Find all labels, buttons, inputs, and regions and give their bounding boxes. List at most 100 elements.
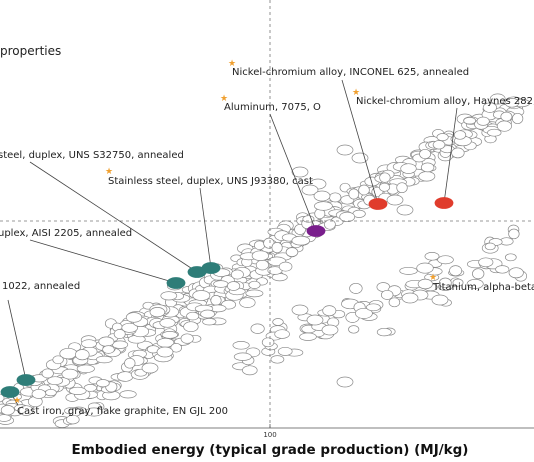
- background-bubble: [418, 171, 436, 182]
- background-bubble: [500, 111, 513, 122]
- background-bubble: [272, 318, 284, 326]
- background-bubble: [119, 390, 137, 399]
- background-bubble: [186, 311, 200, 321]
- background-bubble: [41, 368, 54, 379]
- background-bubble: [113, 329, 126, 339]
- chart-title: properties: [0, 44, 61, 58]
- background-bubble: [420, 162, 435, 173]
- background-bubble: [399, 266, 418, 275]
- point-label: Cast iron, gray, flake graphite, EN GJL …: [17, 406, 228, 417]
- background-bubble: [248, 280, 261, 289]
- background-bubble: [451, 147, 465, 159]
- background-bubble: [61, 368, 79, 380]
- background-bubble: [261, 337, 275, 348]
- highlight-point[interactable]: [306, 225, 326, 237]
- point-label: steel, duplex, UNS S32750, annealed: [0, 150, 184, 161]
- background-bubble: [302, 215, 315, 223]
- background-bubble: [192, 290, 211, 301]
- point-label: Stainless steel, duplex, UNS J93380, cas…: [108, 176, 313, 187]
- background-bubble: [271, 242, 283, 254]
- x-tick-100: 100: [263, 431, 276, 439]
- background-bubble: [277, 346, 293, 356]
- point-labels: ★Nickel-chromium alloy, INCONEL 625, ann…: [0, 59, 534, 417]
- background-bubble: [149, 307, 166, 318]
- highlight-point[interactable]: [166, 277, 186, 289]
- background-bubble: [452, 278, 464, 287]
- background-bubble: [68, 386, 87, 395]
- background-bubble: [419, 148, 432, 160]
- background-bubble: [85, 407, 103, 417]
- highlight-point[interactable]: [201, 262, 221, 274]
- background-bubble: [210, 295, 222, 306]
- background-bubble: [233, 352, 252, 361]
- background-bubble: [156, 346, 174, 358]
- background-bubble: [76, 364, 95, 374]
- background-bubble: [83, 384, 98, 392]
- star-icon: ★: [228, 59, 236, 69]
- background-bubble: [121, 322, 138, 333]
- background-bubble: [75, 349, 90, 361]
- leader-lines: [7, 79, 458, 406]
- leader-line: [269, 113, 317, 232]
- background-bubble: [159, 318, 176, 328]
- background-bubble: [401, 292, 419, 304]
- background-bubble: [449, 265, 463, 277]
- background-bubble: [242, 365, 258, 376]
- background-bubble: [336, 144, 354, 156]
- background-bubble: [400, 163, 417, 174]
- background-bubble: [348, 325, 360, 334]
- background-bubble: [255, 259, 269, 271]
- point-label: 1022, annealed: [2, 281, 80, 292]
- background-bubble: [504, 98, 520, 108]
- background-bubble: [417, 278, 433, 290]
- highlight-point[interactable]: [368, 198, 388, 210]
- background-bubble: [31, 388, 47, 399]
- background-bubble: [213, 280, 229, 288]
- background-bubble: [437, 255, 454, 265]
- leader-line: [443, 107, 458, 204]
- background-bubble: [274, 329, 290, 339]
- background-bubble: [66, 414, 80, 425]
- background-bubble: [489, 93, 506, 105]
- background-bubble: [270, 355, 285, 364]
- background-bubble: [253, 240, 266, 251]
- background-bubble: [336, 376, 354, 388]
- background-bubble: [291, 304, 309, 316]
- background-bubble: [95, 355, 113, 364]
- leader-line: [7, 299, 27, 381]
- background-bubble: [438, 277, 452, 289]
- leader-line: [199, 187, 212, 269]
- background-bubble: [0, 405, 15, 416]
- background-bubble: [183, 321, 199, 333]
- background-bubble: [285, 247, 299, 257]
- x-axis-title: Embodied energy (typical grade productio…: [72, 442, 469, 458]
- background-bubble: [436, 133, 449, 142]
- background-bubble: [472, 268, 485, 280]
- background-bubble: [508, 267, 524, 279]
- background-bubble: [376, 327, 392, 337]
- background-bubble: [299, 332, 317, 341]
- background-bubble: [96, 379, 110, 388]
- background-bubble: [396, 182, 408, 194]
- background-bubble: [306, 314, 324, 326]
- highlight-point[interactable]: [434, 197, 454, 209]
- background-bubble: [200, 309, 215, 319]
- background-bubble: [124, 357, 136, 369]
- background-bubble: [112, 340, 129, 349]
- highlight-point[interactable]: [16, 374, 36, 386]
- background-bubble: [511, 112, 524, 125]
- background-bubble: [431, 294, 449, 306]
- background-bubble: [432, 140, 446, 150]
- highlight-point[interactable]: [0, 386, 20, 398]
- background-bubble: [496, 120, 512, 132]
- background-bubble: [141, 362, 159, 374]
- background-bubble: [487, 128, 502, 137]
- background-bubble: [202, 318, 217, 326]
- background-bubble: [81, 339, 97, 349]
- background-bubble: [495, 265, 510, 274]
- background-bubble: [170, 343, 182, 353]
- background-bubble: [379, 172, 391, 183]
- background-bubble: [0, 414, 12, 422]
- background-bubble: [45, 388, 57, 397]
- background-bubble: [245, 289, 264, 298]
